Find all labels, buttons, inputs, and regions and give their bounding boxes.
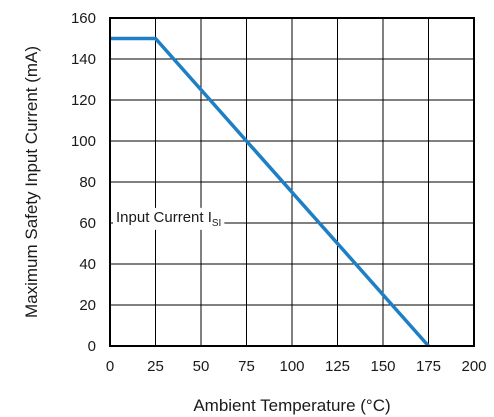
annotation-background	[113, 207, 225, 230]
plot-frame	[109, 17, 475, 347]
y-axis-title: Maximum Safety Input Current (mA)	[22, 46, 41, 318]
x-axis-title: Ambient Temperature (°C)	[193, 396, 390, 415]
series-group	[110, 36, 430, 348]
x-tick-label-7: 175	[416, 358, 441, 375]
y-tick-label-6: 120	[71, 92, 96, 109]
y-tick-label-0: 0	[88, 338, 96, 355]
x-tick-label-6: 150	[370, 358, 395, 375]
y-tick-label-7: 140	[71, 51, 96, 68]
y-tick-label-8: 160	[71, 10, 96, 27]
x-ticks: 0 25 50 75 100 125 150 175 200	[106, 358, 487, 375]
x-tick-label-3: 75	[238, 358, 255, 375]
x-tick-label-4: 100	[279, 358, 304, 375]
x-tick-label-5: 125	[325, 358, 350, 375]
grid-lines	[109, 17, 475, 347]
x-tick-label-8: 200	[461, 358, 486, 375]
y-tick-label-2: 40	[79, 256, 96, 273]
annotation-label: Input Current ISI	[116, 209, 221, 229]
annotation-main-text: Input Current I	[116, 209, 212, 226]
y-tick-label-3: 60	[79, 215, 96, 232]
y-tick-label-4: 80	[79, 174, 96, 191]
annotation-group: Input Current ISI	[113, 207, 225, 230]
x-tick-label-1: 25	[147, 358, 164, 375]
x-tick-label-0: 0	[106, 358, 114, 375]
y-ticks: 0 20 40 60 80 100 120 140 160	[71, 10, 96, 355]
series-line-0	[110, 36, 430, 348]
x-tick-label-2: 50	[193, 358, 210, 375]
y-tick-label-1: 20	[79, 297, 96, 314]
annotation-subscript: SI	[212, 218, 221, 229]
y-tick-label-5: 100	[71, 133, 96, 150]
